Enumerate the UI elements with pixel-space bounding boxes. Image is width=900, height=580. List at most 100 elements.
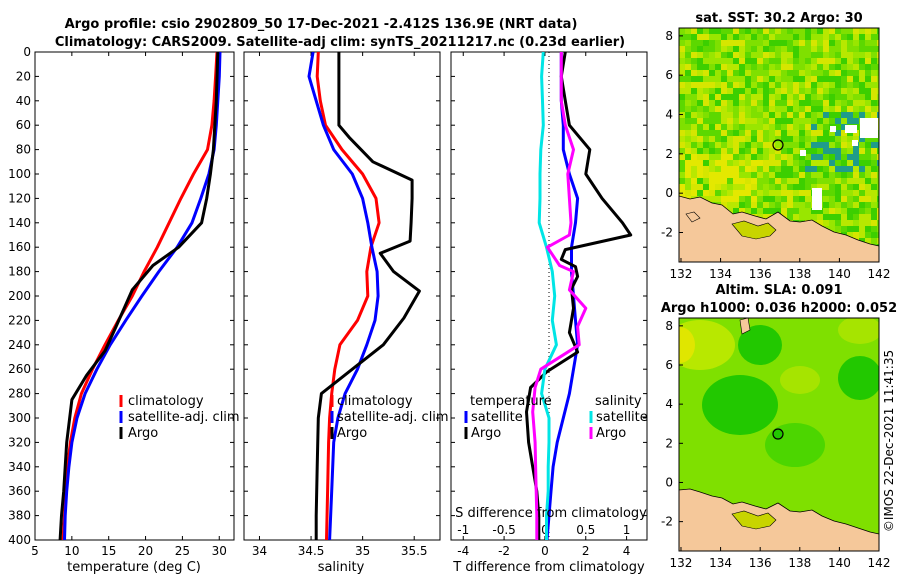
sst-cell bbox=[697, 154, 703, 160]
sst-cell bbox=[697, 142, 703, 148]
sst-cell bbox=[859, 100, 865, 106]
sst-cell bbox=[817, 118, 823, 124]
sst-cell bbox=[697, 76, 703, 82]
sst-cell bbox=[763, 208, 769, 214]
sst-cell bbox=[697, 130, 703, 136]
sst-cell bbox=[745, 172, 751, 178]
sst-cell bbox=[715, 52, 721, 58]
sst-cell bbox=[865, 76, 871, 82]
sst-cell bbox=[739, 52, 745, 58]
sst-cell bbox=[739, 64, 745, 70]
sst-cell bbox=[823, 28, 829, 34]
sst-cell bbox=[847, 220, 853, 226]
map-y-tick-label: 4 bbox=[665, 108, 673, 122]
sst-cell bbox=[871, 148, 877, 154]
depth-tick-label: 80 bbox=[16, 143, 31, 157]
sst-cell bbox=[793, 106, 799, 112]
sst-cell bbox=[715, 160, 721, 166]
depth-tick-label: 20 bbox=[16, 69, 31, 83]
sst-cell bbox=[709, 148, 715, 154]
sst-cell bbox=[703, 58, 709, 64]
sst-cell bbox=[877, 226, 879, 232]
sst-cell bbox=[799, 124, 805, 130]
sst-cell bbox=[835, 130, 841, 136]
sst-cell bbox=[853, 34, 859, 40]
sst-cell bbox=[715, 166, 721, 172]
sst-cell bbox=[733, 142, 739, 148]
sst-cell bbox=[853, 82, 859, 88]
depth-tick-label: 240 bbox=[8, 338, 31, 352]
sst-cell bbox=[799, 202, 805, 208]
sst-cell bbox=[679, 88, 685, 94]
sst-cell bbox=[835, 178, 841, 184]
sst-cell bbox=[715, 88, 721, 94]
sst-cell bbox=[847, 160, 853, 166]
map-y-tick-label: 4 bbox=[665, 397, 673, 411]
sst-cell bbox=[715, 148, 721, 154]
sst-cell bbox=[769, 82, 775, 88]
sst-cell bbox=[811, 214, 817, 220]
sst-cell bbox=[775, 208, 781, 214]
sst-cell bbox=[829, 82, 835, 88]
sst-cell bbox=[733, 160, 739, 166]
sst-cell bbox=[763, 52, 769, 58]
sst-cell bbox=[757, 28, 763, 34]
sst-cell bbox=[847, 94, 853, 100]
sst-cell bbox=[829, 220, 835, 226]
salinity-axes-box bbox=[243, 51, 441, 541]
sst-cell bbox=[757, 82, 763, 88]
sst-cell bbox=[685, 124, 691, 130]
sst-cell bbox=[679, 40, 685, 46]
sst-cell bbox=[811, 112, 817, 118]
sst-cell bbox=[775, 118, 781, 124]
sst-cell bbox=[853, 190, 859, 196]
sst-cell bbox=[811, 34, 817, 40]
sst-cell bbox=[721, 112, 727, 118]
sst-cell bbox=[829, 172, 835, 178]
sst-cell bbox=[727, 40, 733, 46]
sst-cell bbox=[871, 64, 877, 70]
sst-cell bbox=[685, 34, 691, 40]
sst-cell bbox=[805, 94, 811, 100]
sst-cell bbox=[829, 142, 835, 148]
sst-cell bbox=[709, 178, 715, 184]
sst-cell bbox=[781, 106, 787, 112]
sst-cell bbox=[715, 28, 721, 34]
sst-cell bbox=[679, 106, 685, 112]
sst-cell bbox=[727, 190, 733, 196]
sst-cell bbox=[829, 94, 835, 100]
sst-cell bbox=[751, 130, 757, 136]
sst-cell bbox=[835, 136, 841, 142]
sst-cell bbox=[799, 172, 805, 178]
sst-cell bbox=[811, 88, 817, 94]
sst-cell bbox=[841, 100, 847, 106]
sst-cell bbox=[721, 130, 727, 136]
sst-cell bbox=[787, 46, 793, 52]
sst-cell bbox=[865, 238, 871, 244]
sst-cell bbox=[727, 82, 733, 88]
sst-cell bbox=[811, 94, 817, 100]
sst-cell bbox=[679, 100, 685, 106]
depth-tick-label: 140 bbox=[8, 216, 31, 230]
sst-cell bbox=[757, 76, 763, 82]
sst-cell bbox=[709, 52, 715, 58]
sst-cell bbox=[823, 214, 829, 220]
sst-cell bbox=[847, 82, 853, 88]
sst-cell bbox=[745, 64, 751, 70]
sst-cell bbox=[817, 184, 823, 190]
sst-cell bbox=[727, 70, 733, 76]
sst-cell bbox=[697, 124, 703, 130]
sst-cell bbox=[823, 118, 829, 124]
sst-cell bbox=[745, 112, 751, 118]
sst-cell bbox=[697, 70, 703, 76]
x-tick-label: 2 bbox=[582, 544, 590, 558]
sst-cell bbox=[781, 166, 787, 172]
sst-cell bbox=[817, 28, 823, 34]
sst-cell bbox=[703, 172, 709, 178]
sst-cell bbox=[871, 100, 877, 106]
sst-cell bbox=[763, 160, 769, 166]
sst-cell bbox=[799, 142, 805, 148]
sst-cell bbox=[751, 64, 757, 70]
sst-cell bbox=[859, 106, 865, 112]
sst-cell bbox=[757, 40, 763, 46]
